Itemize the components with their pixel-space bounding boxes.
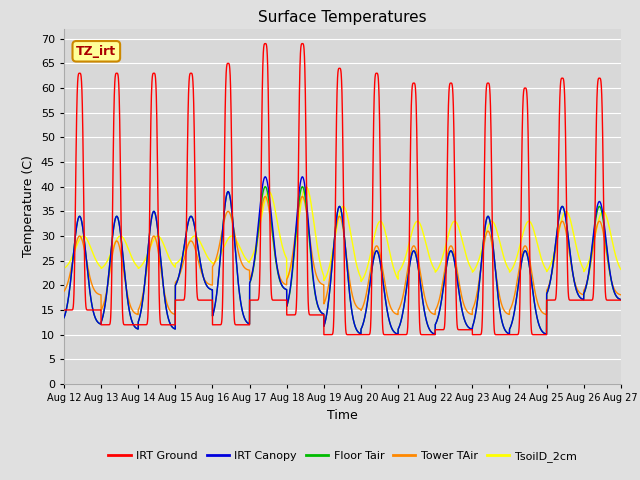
Y-axis label: Temperature (C): Temperature (C) [22, 156, 35, 257]
Text: TZ_irt: TZ_irt [76, 45, 116, 58]
Legend: IRT Ground, IRT Canopy, Floor Tair, Tower TAir, TsoilD_2cm: IRT Ground, IRT Canopy, Floor Tair, Towe… [104, 446, 581, 466]
X-axis label: Time: Time [327, 408, 358, 421]
Title: Surface Temperatures: Surface Temperatures [258, 10, 427, 25]
